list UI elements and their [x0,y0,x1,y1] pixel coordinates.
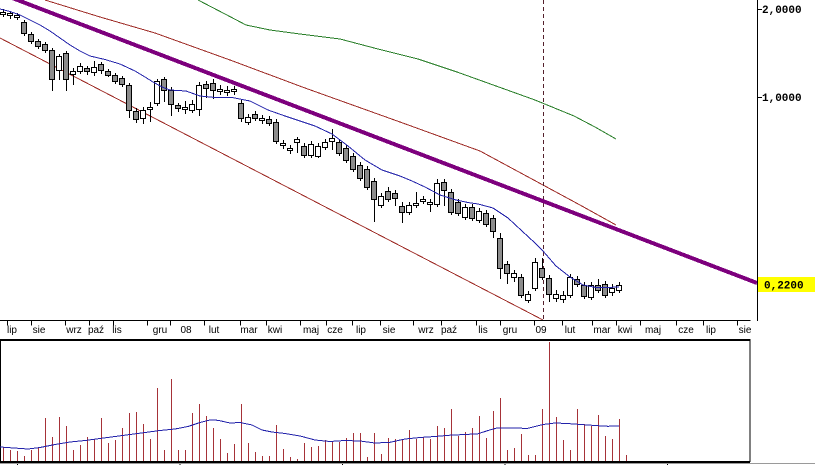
svg-text:lip: lip [7,325,17,336]
svg-text:lip: lip [356,325,366,336]
svg-text:sie: sie [33,325,46,336]
svg-text:wrz: wrz [417,325,434,336]
svg-text:kwi: kwi [268,325,282,336]
svg-text:lip: lip [706,325,716,336]
svg-text:kwi: kwi [618,325,632,336]
svg-text:mar: mar [240,325,258,336]
svg-text:paź: paź [88,325,104,336]
svg-text:09: 09 [535,325,547,336]
svg-text:cze: cze [678,325,694,336]
svg-text:sie: sie [739,325,752,336]
svg-text:maj: maj [645,325,661,336]
svg-text:sie: sie [383,325,396,336]
svg-text:08: 08 [180,325,192,336]
svg-text:gru: gru [153,325,167,336]
svg-text:lis: lis [478,325,487,336]
svg-text:maj: maj [303,325,319,336]
svg-text:mar: mar [593,325,611,336]
svg-text:lut: lut [209,325,220,336]
svg-text:wrz: wrz [65,325,82,336]
svg-text:paź: paź [441,325,457,336]
svg-text:lis: lis [112,325,121,336]
svg-text:1,0000: 1,0000 [762,93,802,105]
svg-text:gru: gru [503,325,517,336]
svg-text:0,2200: 0,2200 [764,281,804,293]
svg-text:2,0000: 2,0000 [762,5,802,17]
svg-text:lut: lut [565,325,576,336]
svg-text:cze: cze [327,325,343,336]
